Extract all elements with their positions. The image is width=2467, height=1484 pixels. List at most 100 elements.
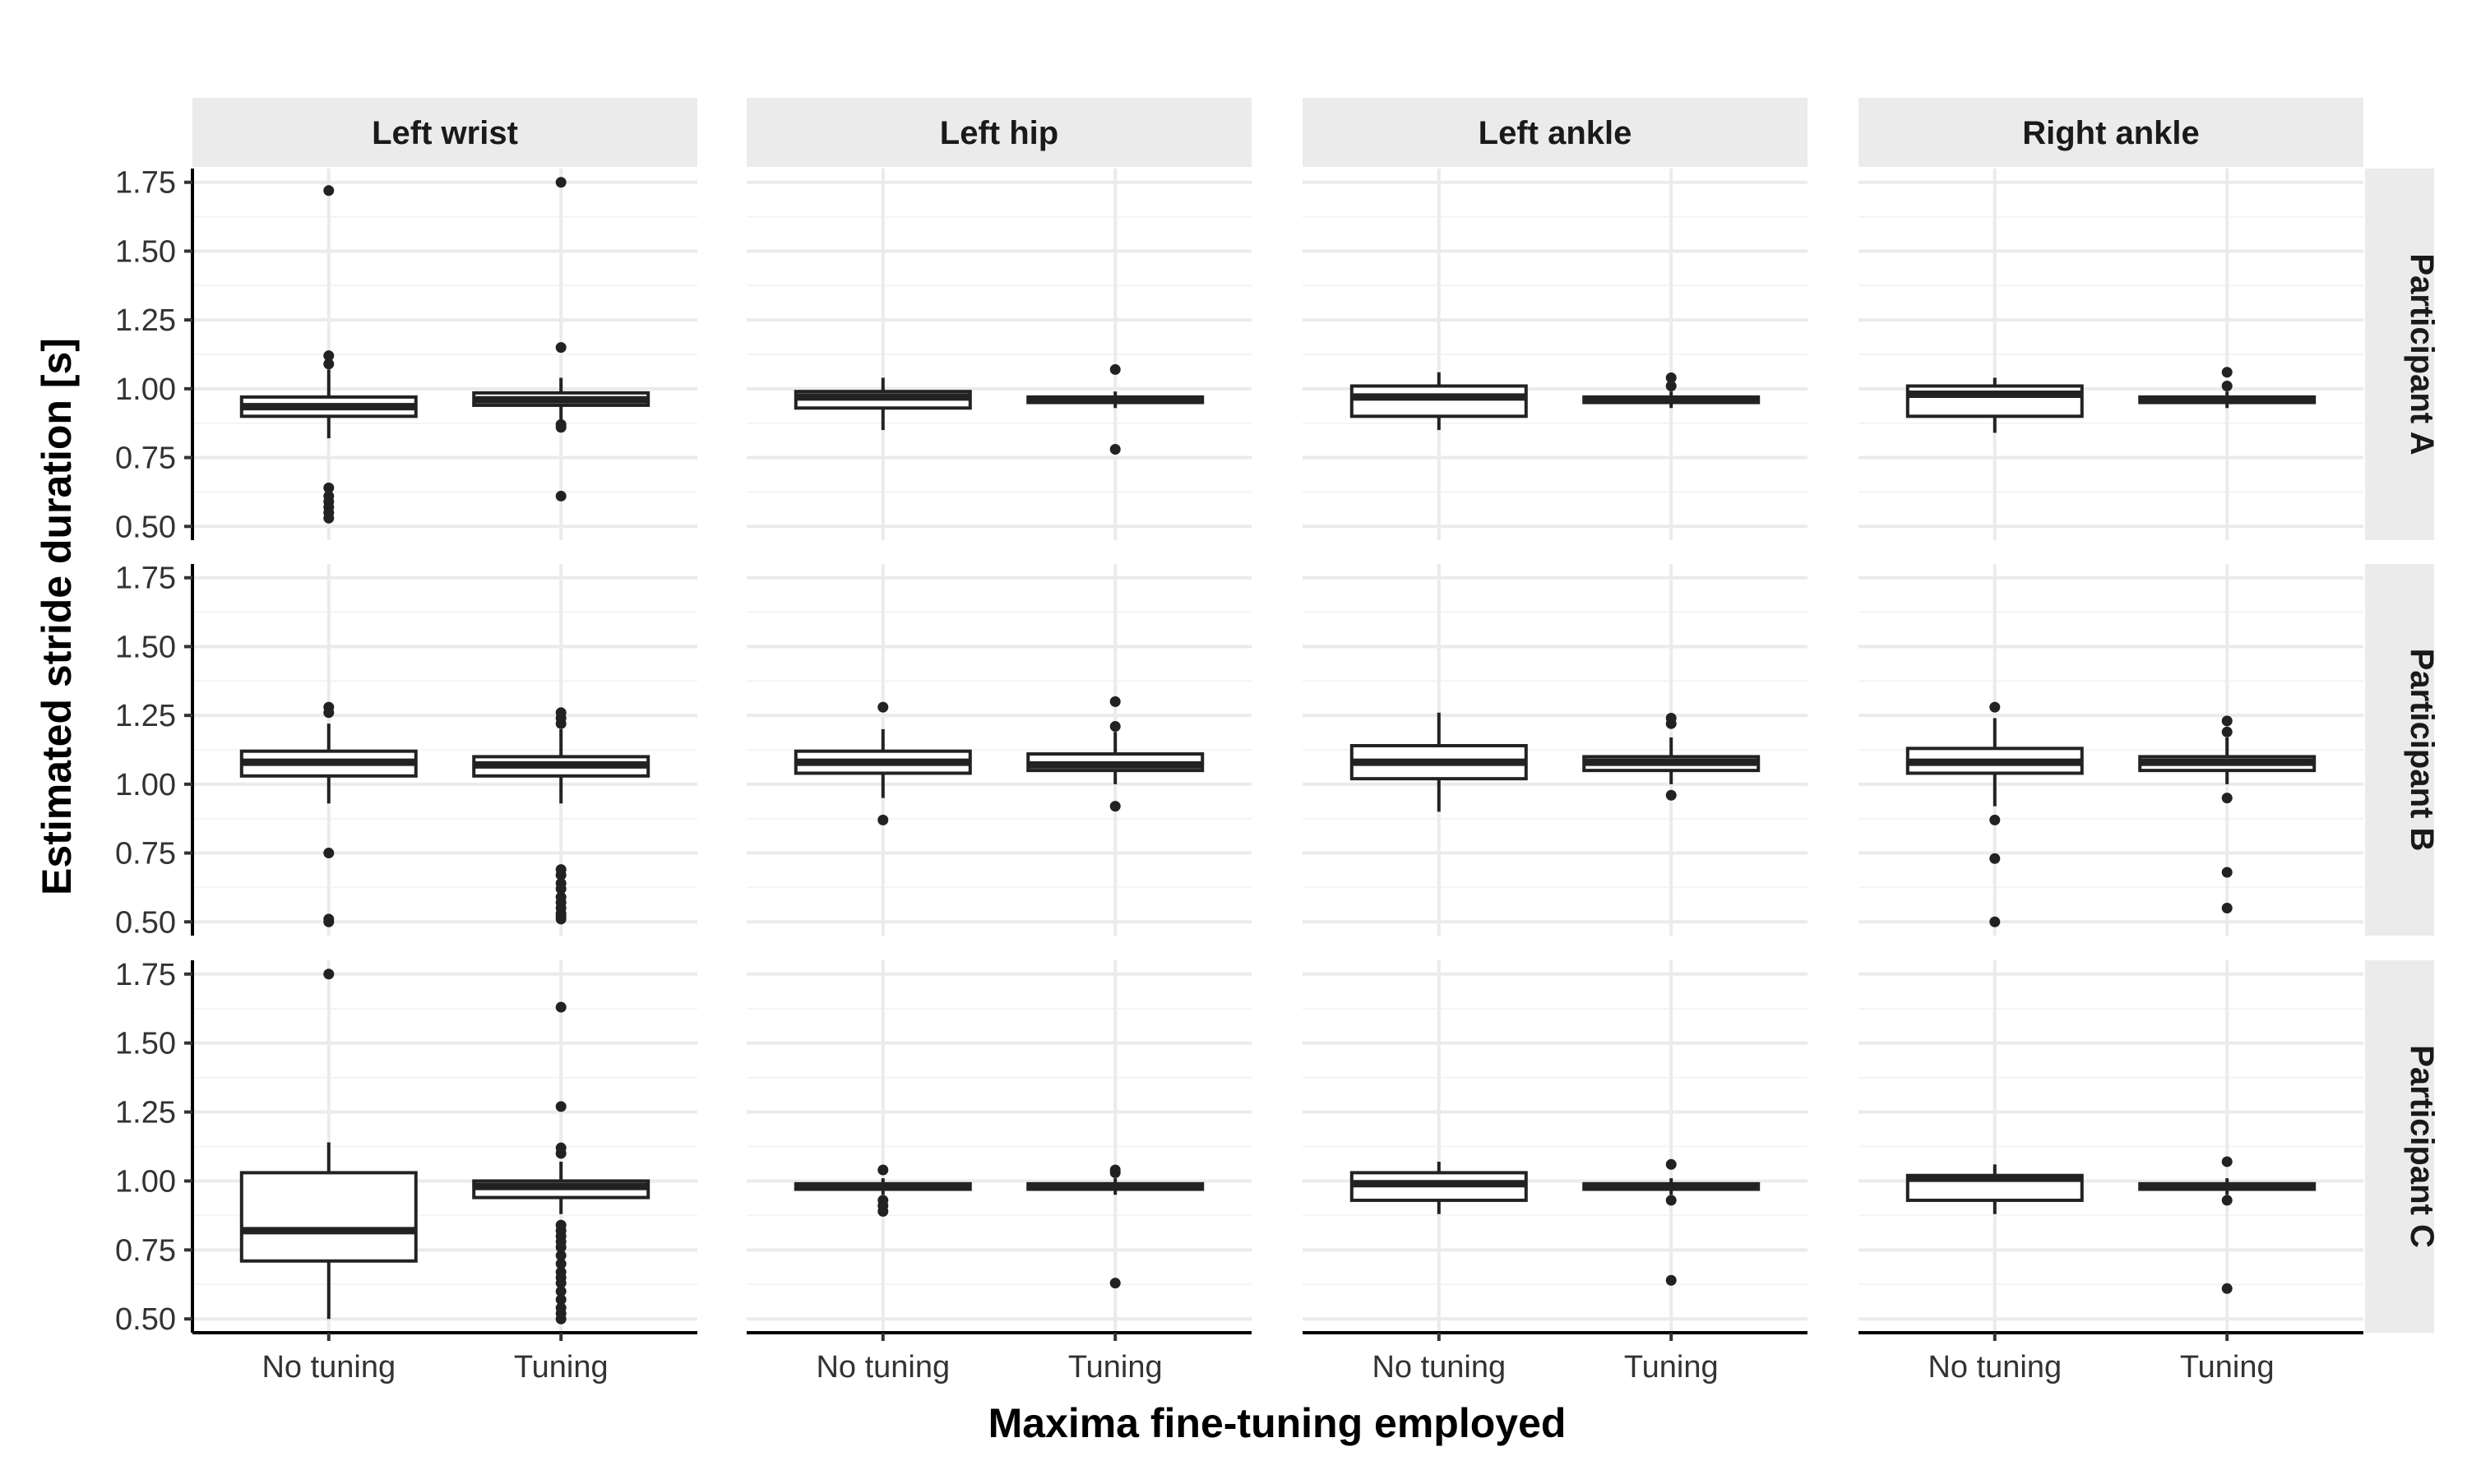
- y-tick-label: 0.50: [115, 905, 176, 940]
- outlier-point: [2221, 1283, 2233, 1294]
- outlier-point: [555, 1302, 567, 1314]
- x-tick-label: Tuning: [2180, 1350, 2275, 1385]
- outlier-point: [555, 1101, 567, 1112]
- y-tick-label: 1.00: [115, 1164, 176, 1199]
- outlier-point: [1665, 372, 1677, 383]
- y-tick-label: 1.00: [115, 372, 176, 407]
- outlier-point: [1665, 1158, 1677, 1170]
- boxplot-participant-b-right-ankle-tuning: [2138, 715, 2317, 914]
- x-tick-label: No tuning: [1928, 1350, 2062, 1385]
- outlier-point: [1989, 701, 2001, 713]
- y-tick-label: 1.75: [115, 166, 176, 201]
- y-tick-label: 1.25: [115, 1096, 176, 1130]
- y-tick-label: 1.25: [115, 303, 176, 338]
- y-tick-label: 0.75: [115, 442, 176, 476]
- outlier-point: [2221, 903, 2233, 914]
- outlier-point: [1665, 1195, 1677, 1206]
- outlier-point: [1109, 363, 1121, 375]
- outlier-point: [555, 877, 567, 889]
- outlier-point: [2221, 1195, 2233, 1206]
- row-strip-label: Participant C: [2404, 1045, 2440, 1248]
- y-tick-label: 1.50: [115, 234, 176, 269]
- outlier-point: [323, 969, 335, 980]
- outlier-point: [555, 1258, 567, 1269]
- boxplot-participant-a-left-ankle-no-tuning: [1349, 372, 1528, 431]
- y-tick-label: 0.50: [115, 1302, 176, 1337]
- outlier-point: [555, 342, 567, 354]
- y-tick-label: 0.75: [115, 1233, 176, 1268]
- boxplot-participant-a-left-wrist-tuning: [472, 177, 650, 502]
- outlier-point: [555, 1250, 567, 1261]
- outlier-point: [2221, 715, 2233, 727]
- axes-layer: 0.50 0.75 1.00 1.25 1.50 1.75 0.50 0.75 1.00 1.25…: [115, 166, 2363, 1385]
- outlier-point: [2221, 381, 2233, 392]
- outlier-point: [555, 1286, 567, 1297]
- x-axis-title: Maxima fine-tuning employed: [988, 1400, 1567, 1446]
- outlier-point: [555, 1142, 567, 1153]
- outlier-point: [555, 418, 567, 430]
- boxplot-participant-c-right-ankle-no-tuning: [1905, 1164, 2084, 1214]
- outlier-point: [555, 891, 567, 903]
- row-strip-participant-b: [2365, 564, 2434, 936]
- outlier-point: [2221, 867, 2233, 878]
- outlier-point: [877, 1195, 889, 1206]
- column-strip-label: Left ankle: [1479, 115, 1632, 151]
- x-tick-label: Tuning: [1624, 1350, 1719, 1385]
- outlier-point: [555, 177, 567, 188]
- boxplot-participant-c-left-hip-tuning: [1026, 1164, 1205, 1289]
- boxplot-participant-a-left-hip-no-tuning: [794, 377, 972, 431]
- boxplot-participant-b-left-ankle-no-tuning: [1349, 712, 1528, 812]
- boxplot-participant-b-left-hip-no-tuning: [794, 701, 972, 825]
- outlier-point: [877, 814, 889, 825]
- outlier-point: [1109, 444, 1121, 455]
- y-tick-label: 1.25: [115, 699, 176, 733]
- column-strip-left-hip: [747, 98, 1252, 167]
- column-strip-left-wrist: [192, 98, 697, 167]
- boxplot-participant-a-left-wrist-no-tuning: [239, 185, 418, 524]
- x-tick-label: Tuning: [1068, 1350, 1163, 1385]
- box-iqr: [239, 1171, 418, 1263]
- outlier-point: [1989, 916, 2001, 927]
- boxplot-participant-b-left-wrist-no-tuning: [239, 701, 418, 927]
- outlier-point: [877, 1164, 889, 1176]
- boxplot-participant-a-left-hip-tuning: [1026, 363, 1205, 455]
- row-strip-label: Participant B: [2404, 649, 2440, 852]
- outlier-point: [555, 1266, 567, 1278]
- outlier-point: [323, 185, 335, 196]
- outlier-point: [1109, 1278, 1121, 1289]
- boxplot-participant-b-left-ankle-tuning: [1582, 712, 1761, 801]
- outlier-point: [323, 701, 335, 713]
- boxplot-participant-b-left-hip-tuning: [1026, 696, 1205, 812]
- boxplot-participant-a-left-ankle-tuning: [1582, 372, 1761, 409]
- column-strip-label: Left hip: [940, 115, 1058, 151]
- y-tick-label: 1.75: [115, 562, 176, 596]
- boxplot-participant-c-left-hip-no-tuning: [794, 1164, 972, 1217]
- y-tick-label: 1.00: [115, 768, 176, 802]
- boxplot-participant-c-left-ankle-tuning: [1582, 1158, 1761, 1286]
- outlier-point: [1109, 801, 1121, 812]
- outlier-point: [555, 1294, 567, 1306]
- x-tick-label: No tuning: [816, 1350, 950, 1385]
- outlier-point: [1665, 712, 1677, 724]
- x-tick-label: No tuning: [1372, 1350, 1506, 1385]
- row-strip-participant-c: [2365, 960, 2434, 1333]
- y-tick-label: 1.50: [115, 1027, 176, 1061]
- outlier-point: [1665, 381, 1677, 392]
- x-tick-label: No tuning: [262, 1350, 396, 1385]
- boxplot-participant-b-right-ankle-no-tuning: [1905, 701, 2084, 927]
- boxplot-participant-a-right-ankle-no-tuning: [1905, 377, 2084, 433]
- outlier-point: [555, 707, 567, 719]
- outlier-point: [323, 848, 335, 859]
- outlier-point: [2221, 1156, 2233, 1167]
- column-strip-label: Left wrist: [372, 115, 518, 151]
- y-tick-label: 1.50: [115, 630, 176, 664]
- y-tick-label: 0.50: [115, 510, 176, 544]
- row-strip-participant-a: [2365, 169, 2434, 540]
- boxplot-participant-c-left-wrist-no-tuning: [239, 969, 418, 1320]
- outlier-point: [1665, 789, 1677, 801]
- boxplot-participant-c-right-ankle-tuning: [2138, 1156, 2317, 1294]
- outlier-point: [1109, 1164, 1121, 1176]
- outlier-point: [323, 482, 335, 493]
